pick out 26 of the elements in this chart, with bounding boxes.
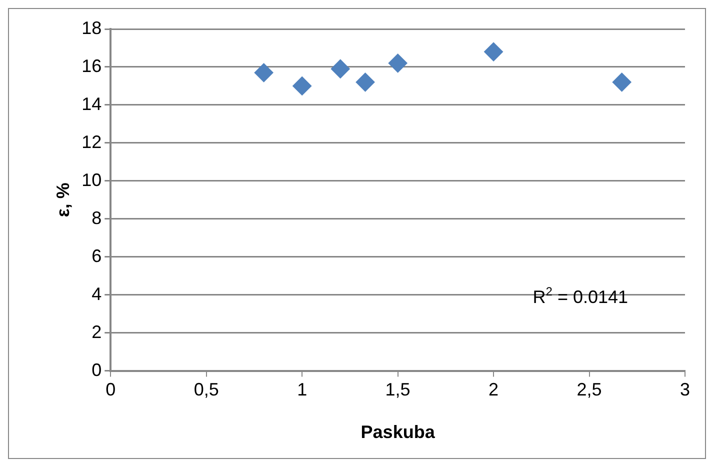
point [330, 59, 350, 78]
point [356, 72, 375, 92]
y-tick-label: 4 [92, 284, 102, 304]
y-tick-label: 18 [82, 18, 102, 38]
y-tick-label: 2 [92, 322, 102, 342]
y-tick-label: 6 [92, 246, 102, 266]
point [254, 63, 274, 82]
y-tick-label: 14 [82, 94, 102, 114]
y-tick-label: 10 [82, 170, 102, 190]
x-tick-label: 1 [297, 380, 308, 400]
y-tick-label: 12 [82, 132, 102, 152]
point [612, 72, 632, 92]
x-axis-title: Paskuba [360, 422, 436, 442]
x-tick-label: 0 [106, 380, 116, 400]
y-tick-label: 16 [82, 56, 102, 76]
x-tick-label: 2,5 [576, 380, 602, 400]
x-tick-label: 1,5 [385, 380, 410, 400]
point [292, 76, 312, 96]
y-tick-label: 0 [92, 360, 102, 380]
x-tick-label: 0,5 [194, 380, 219, 400]
point [484, 42, 504, 62]
y-axis-title: ε, % [52, 182, 73, 218]
y-tick-label: 8 [92, 208, 102, 228]
point [388, 54, 408, 73]
x-tick-label: 2 [488, 380, 499, 400]
x-tick-label: 3 [680, 380, 690, 400]
